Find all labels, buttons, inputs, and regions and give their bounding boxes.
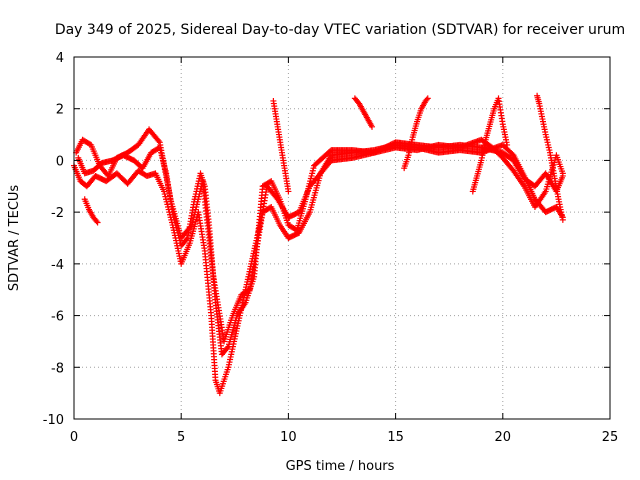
series-spur-1h xyxy=(81,196,101,226)
data-point xyxy=(423,96,430,103)
plot-frame xyxy=(73,56,611,420)
data-point xyxy=(559,216,566,223)
y-axis-label: SDTVAR / TECUs xyxy=(7,185,22,292)
data-point xyxy=(559,172,566,179)
y-tick-label: 2 xyxy=(56,103,64,118)
y-tick-label: -6 xyxy=(51,310,64,325)
axis-ticks: 0 5 10 15 20 25 -10 -8 -6 -4 -2 0 2 4 xyxy=(43,51,619,445)
data-point xyxy=(224,344,231,351)
data-point xyxy=(509,151,516,158)
y-tick-label: -10 xyxy=(43,413,64,428)
y-tick-label: -8 xyxy=(51,361,64,376)
x-tick-label: 5 xyxy=(177,430,185,445)
series-arc-21h xyxy=(534,92,566,223)
x-tick-label: 10 xyxy=(280,430,297,445)
x-tick-label: 15 xyxy=(387,430,404,445)
data-points xyxy=(71,92,566,397)
x-axis-label: GPS time / hours xyxy=(286,459,395,474)
y-tick-label: 0 xyxy=(56,154,64,169)
chart-title: Day 349 of 2025, Sidereal Day-to-day VTE… xyxy=(55,22,625,38)
y-tick-label: -4 xyxy=(51,258,64,273)
x-tick-label: 20 xyxy=(495,430,512,445)
series-arc-9h xyxy=(270,97,292,195)
series-arc-13h xyxy=(351,95,376,130)
x-tick-label: 25 xyxy=(602,430,619,445)
data-point xyxy=(93,218,100,225)
data-point xyxy=(285,188,292,195)
data-point xyxy=(504,141,511,148)
data-point xyxy=(183,236,190,243)
x-tick-label: 0 xyxy=(70,430,78,445)
series-arc-16h xyxy=(401,95,431,172)
data-point xyxy=(369,123,376,130)
data-point xyxy=(94,219,101,226)
y-tick-label: 4 xyxy=(56,51,64,66)
grid xyxy=(74,57,610,419)
data-point xyxy=(155,138,162,145)
series-arc-19h xyxy=(469,95,511,195)
data-point xyxy=(424,95,431,102)
y-tick-label: -2 xyxy=(51,206,64,221)
